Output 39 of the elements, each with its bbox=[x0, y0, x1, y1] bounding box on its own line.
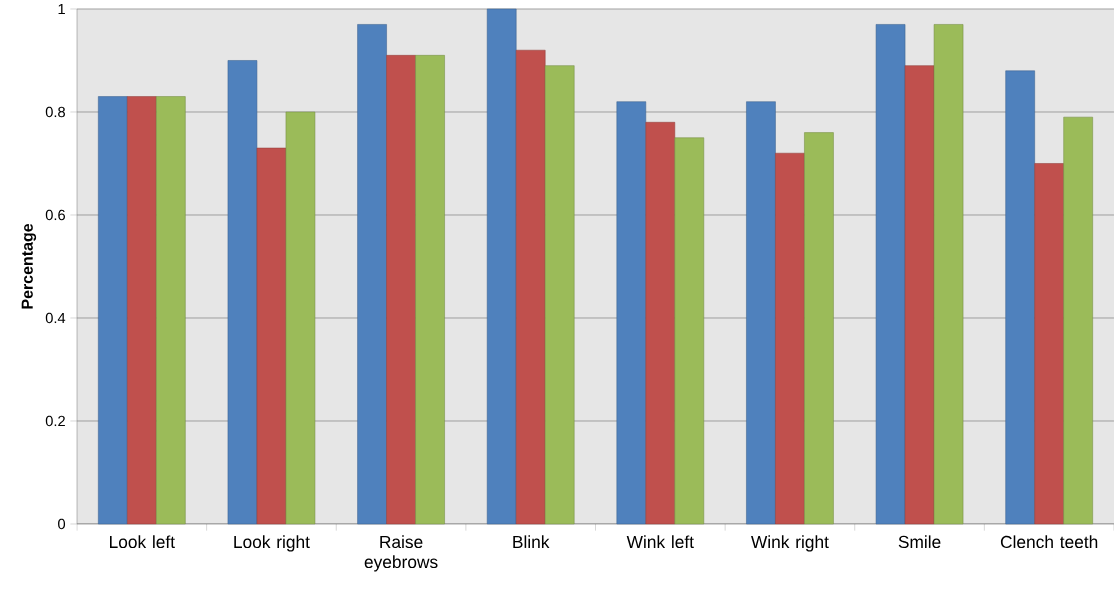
bar bbox=[486, 8, 517, 525]
x-tick-label: Wink right bbox=[751, 535, 829, 552]
bar bbox=[515, 49, 546, 525]
y-tick-label: 1 bbox=[58, 3, 65, 15]
y-tick-label: 0.6 bbox=[45, 209, 65, 221]
y-tick-label: 0.4 bbox=[45, 312, 66, 324]
y-tick-label: 0.8 bbox=[45, 106, 65, 118]
bar bbox=[674, 137, 705, 525]
x-tick-label: Blink bbox=[513, 535, 550, 548]
bar bbox=[775, 152, 805, 525]
x-tick-label: Wink left bbox=[626, 535, 694, 549]
y-axis-title: Percentage bbox=[21, 223, 37, 309]
bar bbox=[256, 147, 287, 525]
bar bbox=[746, 101, 776, 525]
bar bbox=[98, 96, 128, 525]
y-tick-label: 0.2 bbox=[45, 415, 65, 427]
bar bbox=[544, 65, 575, 525]
bar bbox=[933, 24, 964, 525]
x-tick-label: Clench teeth bbox=[1000, 535, 1098, 549]
bar bbox=[1034, 163, 1064, 525]
bar bbox=[357, 24, 387, 525]
bar bbox=[415, 55, 445, 525]
bar bbox=[804, 132, 834, 525]
x-tick-label: Look right bbox=[234, 535, 310, 552]
bar bbox=[386, 55, 416, 525]
bar bbox=[1063, 116, 1093, 525]
bar bbox=[616, 101, 647, 525]
x-tick-label: Look left bbox=[110, 535, 175, 549]
x-tick-label: Raise eyebrows bbox=[364, 535, 438, 572]
bar bbox=[285, 111, 316, 525]
bar bbox=[156, 96, 186, 525]
bar bbox=[904, 65, 935, 525]
bar bbox=[875, 24, 906, 525]
y-tick-label: 0 bbox=[58, 518, 66, 530]
bar bbox=[227, 60, 258, 525]
bar bbox=[127, 96, 157, 525]
bar bbox=[1005, 70, 1035, 525]
bar bbox=[645, 122, 676, 525]
x-tick-label: Smile bbox=[898, 535, 941, 549]
